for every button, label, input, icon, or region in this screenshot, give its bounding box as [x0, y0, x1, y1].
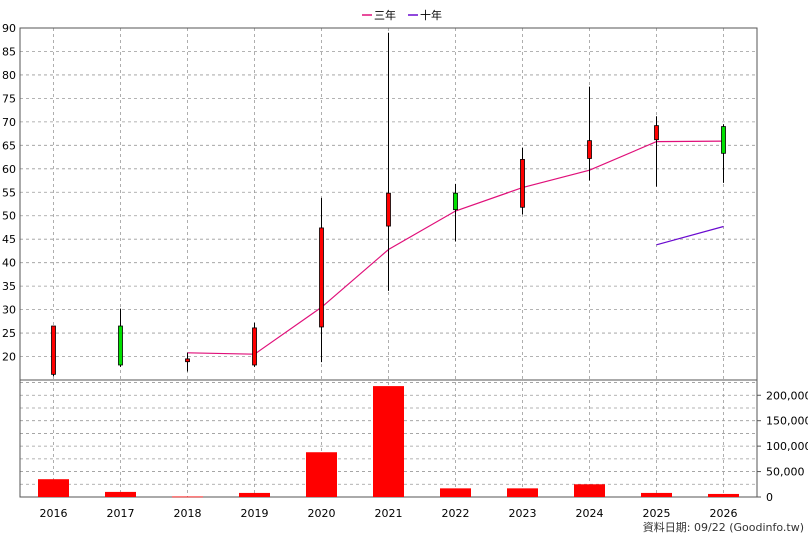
year-tick-label: 2016 [40, 507, 68, 520]
price-tick-label: 45 [2, 233, 16, 246]
legend: 三年 十年 [362, 8, 442, 22]
volume-bar [708, 493, 739, 497]
year-tick-label: 2022 [442, 507, 470, 520]
candle-body [520, 159, 525, 208]
volume-bars [38, 386, 739, 498]
candle-body [453, 192, 458, 211]
volume-bar [574, 484, 605, 497]
legend-label-10yr: 十年 [420, 8, 442, 22]
footer-note: 資料日期: 09/22 (Goodinfo.tw) [643, 520, 804, 534]
price-tick-label: 80 [2, 69, 16, 82]
price-tick-label: 60 [2, 163, 16, 176]
price-axis-ticks: 20 25 30 35 40 45 50 55 60 65 70 75 80 85 90 [2, 22, 16, 364]
volume-bar [239, 492, 270, 497]
candle-body [654, 125, 659, 141]
volume-bar [641, 492, 672, 497]
year-tick-label: 2023 [509, 507, 537, 520]
volume-bar [38, 479, 69, 497]
price-tick-label: 25 [2, 327, 16, 340]
volume-bar [306, 452, 337, 497]
candle-body [252, 327, 257, 366]
candle-body [51, 325, 56, 375]
volume-bar [507, 488, 538, 497]
volume-bar [373, 386, 404, 497]
volume-bar [172, 496, 203, 498]
volume-tick-label: 200,000 [766, 389, 808, 402]
candle-body [721, 126, 726, 154]
volume-axis-ticks: 0 50,000 100,000 150,000 200,000 [757, 389, 808, 504]
price-tick-label: 50 [2, 210, 16, 223]
volume-tick-label: 150,000 [766, 415, 808, 428]
price-tick-label: 75 [2, 92, 16, 105]
price-tick-label: 40 [2, 257, 16, 270]
year-tick-label: 2020 [308, 507, 336, 520]
year-axis-ticks: 2016 2017 2018 2019 2020 2021 2022 2023 2024 2025… [40, 507, 738, 520]
volume-tick-label: 0 [766, 491, 773, 504]
price-tick-label: 55 [2, 186, 16, 199]
year-tick-label: 2017 [107, 507, 135, 520]
price-tick-label: 65 [2, 139, 16, 152]
year-tick-label: 2026 [710, 507, 738, 520]
price-tick-label: 85 [2, 45, 16, 58]
candle-body [386, 192, 391, 227]
volume-tick-label: 100,000 [766, 440, 808, 453]
legend-label-3yr: 三年 [374, 8, 396, 22]
price-tick-label: 20 [2, 351, 16, 364]
volume-tick-label: 50,000 [766, 466, 805, 479]
year-tick-label: 2018 [174, 507, 202, 520]
volume-bar [440, 488, 471, 497]
year-tick-label: 2024 [576, 507, 604, 520]
year-tick-label: 2025 [643, 507, 671, 520]
candle-body [587, 140, 592, 159]
candle-body [319, 227, 324, 328]
year-tick-label: 2019 [241, 507, 269, 520]
ma-line-10yr [656, 225, 724, 246]
year-tick-label: 2021 [375, 507, 403, 520]
price-tick-label: 30 [2, 304, 16, 317]
price-tick-label: 90 [2, 22, 16, 35]
candle-body [118, 325, 123, 366]
price-tick-label: 35 [2, 280, 16, 293]
candles [51, 32, 726, 377]
candle-body [185, 358, 190, 363]
volume-bar [105, 491, 136, 497]
price-tick-label: 70 [2, 116, 16, 129]
